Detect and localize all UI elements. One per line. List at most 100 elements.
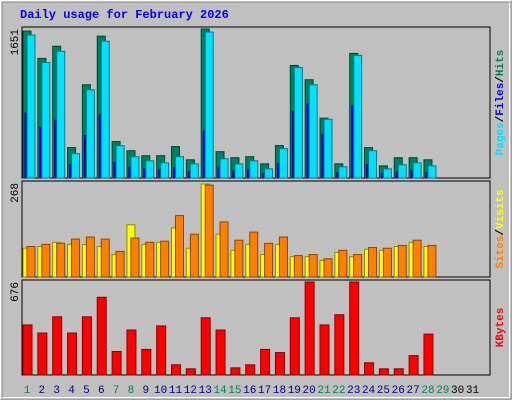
- bar: [408, 355, 419, 376]
- x-tick-label: 25: [377, 385, 390, 397]
- bar: [175, 215, 184, 278]
- x-tick-label: 14: [213, 385, 227, 397]
- legend: Pages/Files/Hits: [495, 50, 507, 156]
- legend-separator: /: [495, 115, 507, 122]
- bar: [368, 150, 378, 179]
- bar: [185, 368, 196, 376]
- x-tick-label: 3: [53, 385, 60, 397]
- bar: [189, 233, 199, 278]
- x-tick-label: 24: [362, 385, 376, 397]
- bar: [319, 324, 330, 376]
- legend-entry: Pages: [495, 122, 507, 155]
- bar: [230, 367, 241, 376]
- bar: [111, 350, 122, 376]
- bar: [349, 281, 360, 376]
- x-tick-label: 4: [68, 385, 75, 397]
- bar: [115, 145, 125, 179]
- y-tick-label: 268: [10, 183, 22, 203]
- bar: [71, 153, 81, 179]
- bar: [234, 163, 244, 179]
- bar: [26, 34, 36, 179]
- x-tick-label: 10: [154, 385, 167, 397]
- bar: [115, 250, 125, 278]
- legend-entry: Visits: [495, 189, 507, 229]
- bar: [308, 254, 318, 278]
- y-tick-label: 1651: [10, 29, 22, 56]
- x-tick-label: 17: [258, 385, 271, 397]
- bar: [323, 258, 333, 278]
- bar: [260, 348, 271, 376]
- x-tick-label: 27: [406, 385, 419, 397]
- bar: [85, 236, 95, 278]
- bar: [41, 243, 51, 278]
- legend-separator: /: [495, 76, 507, 83]
- bar: [382, 247, 392, 278]
- bar: [189, 163, 199, 179]
- bar: [215, 329, 226, 376]
- bar: [100, 40, 110, 179]
- bar: [427, 244, 437, 278]
- bar: [293, 67, 303, 179]
- bar: [145, 241, 155, 278]
- legend-entry: KBytes: [495, 308, 507, 348]
- bar: [71, 238, 81, 278]
- bar: [278, 148, 288, 179]
- x-tick-label: 11: [169, 385, 183, 397]
- x-tick-label: 29: [436, 385, 449, 397]
- x-tick-label: 7: [113, 385, 120, 397]
- x-tick-label: 23: [347, 385, 360, 397]
- chart-title: Daily usage for February 2026: [20, 8, 229, 22]
- bar: [353, 254, 363, 278]
- x-tick-label: 21: [317, 385, 331, 397]
- bar: [427, 165, 437, 179]
- bar: [81, 316, 92, 376]
- bar: [100, 238, 110, 278]
- bar: [22, 324, 33, 376]
- bar: [219, 158, 229, 179]
- bar: [293, 255, 303, 278]
- x-tick-label: 8: [128, 385, 135, 397]
- bar: [278, 236, 288, 278]
- bar: [56, 242, 66, 278]
- bar: [160, 240, 170, 278]
- x-tick-label: 18: [273, 385, 286, 397]
- bar: [308, 84, 318, 179]
- x-tick-label: 15: [228, 385, 241, 397]
- x-tick-label: 13: [199, 385, 212, 397]
- x-tick-label: 2: [39, 385, 46, 397]
- legend-entry: Files: [495, 83, 507, 116]
- bar: [323, 118, 333, 179]
- x-tick-label: 1: [24, 385, 31, 397]
- x-tick-label: 31: [466, 385, 480, 397]
- bar: [96, 296, 107, 376]
- bar: [52, 316, 63, 376]
- bar: [200, 317, 211, 376]
- bar: [412, 162, 422, 179]
- bar: [41, 61, 51, 179]
- bar: [37, 332, 48, 376]
- bar: [130, 237, 140, 278]
- x-tick-label: 22: [332, 385, 345, 397]
- legend: Sites/Visits: [495, 189, 507, 268]
- bar: [274, 352, 285, 376]
- bar: [171, 364, 181, 376]
- x-tick-label: 30: [451, 385, 464, 397]
- bar: [56, 50, 66, 179]
- bar: [204, 31, 214, 179]
- bar: [397, 164, 407, 179]
- bar: [304, 281, 315, 376]
- bar: [234, 239, 244, 278]
- x-tick-label: 28: [421, 385, 434, 397]
- bar: [141, 348, 152, 376]
- bar: [145, 160, 155, 179]
- bar: [338, 249, 348, 278]
- x-tick-label: 6: [98, 385, 105, 397]
- x-tick-label: 5: [83, 385, 90, 397]
- bar: [204, 184, 214, 278]
- bar: [423, 333, 434, 376]
- legend-separator: /: [495, 229, 507, 236]
- bar: [249, 231, 259, 278]
- bar: [264, 168, 274, 179]
